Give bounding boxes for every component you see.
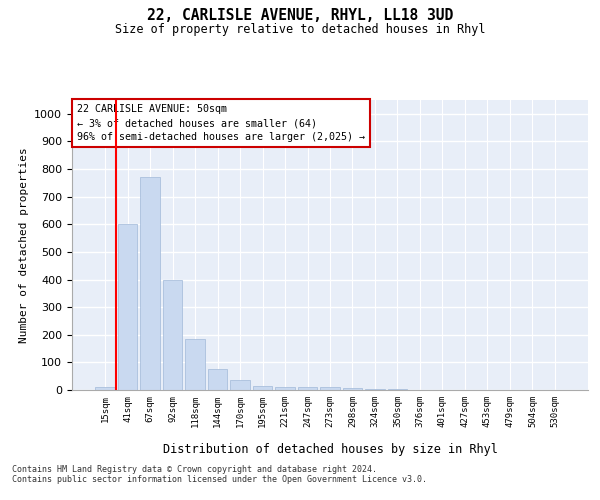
- Text: Distribution of detached houses by size in Rhyl: Distribution of detached houses by size …: [163, 442, 497, 456]
- Bar: [298, 387, 317, 390]
- Text: Size of property relative to detached houses in Rhyl: Size of property relative to detached ho…: [115, 22, 485, 36]
- Bar: [320, 387, 340, 390]
- Text: Contains public sector information licensed under the Open Government Licence v3: Contains public sector information licen…: [12, 476, 427, 484]
- Bar: [365, 389, 385, 390]
- Text: 22, CARLISLE AVENUE, RHYL, LL18 3UD: 22, CARLISLE AVENUE, RHYL, LL18 3UD: [147, 8, 453, 22]
- Bar: [253, 386, 272, 390]
- Bar: [343, 388, 362, 390]
- Bar: [275, 387, 295, 390]
- Bar: [118, 224, 137, 390]
- Text: 22 CARLISLE AVENUE: 50sqm
← 3% of detached houses are smaller (64)
96% of semi-d: 22 CARLISLE AVENUE: 50sqm ← 3% of detach…: [77, 104, 365, 142]
- Y-axis label: Number of detached properties: Number of detached properties: [19, 147, 29, 343]
- Bar: [95, 387, 115, 390]
- Bar: [185, 339, 205, 390]
- Text: Contains HM Land Registry data © Crown copyright and database right 2024.: Contains HM Land Registry data © Crown c…: [12, 466, 377, 474]
- Bar: [230, 380, 250, 390]
- Bar: [208, 370, 227, 390]
- Bar: [140, 178, 160, 390]
- Bar: [163, 280, 182, 390]
